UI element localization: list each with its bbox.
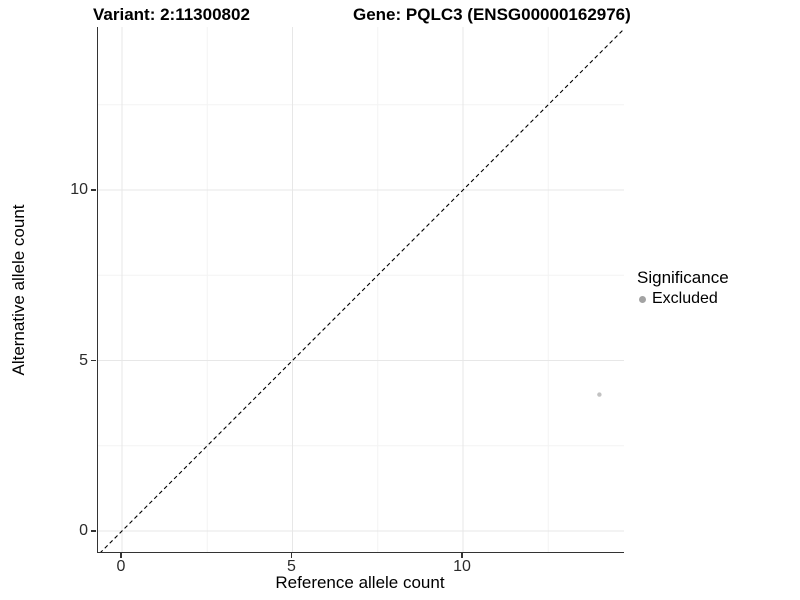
legend-title: Significance bbox=[637, 268, 729, 287]
y-tick-label: 5 bbox=[79, 351, 88, 369]
y-tick-mark bbox=[91, 359, 96, 362]
legend-item: Excluded bbox=[637, 290, 729, 308]
identity-dashed-line bbox=[100, 28, 624, 552]
y-tick-mark bbox=[91, 189, 96, 191]
y-tick-label: 0 bbox=[79, 522, 88, 539]
gene-title: Gene: PQLC3 (ENSG00000162976) bbox=[353, 5, 631, 24]
plot-panel bbox=[97, 27, 624, 553]
legend-items: Excluded bbox=[637, 290, 729, 308]
x-tick-label: 0 bbox=[116, 558, 126, 575]
plot-canvas bbox=[98, 27, 624, 552]
x-tick-label: 5 bbox=[287, 558, 296, 575]
data-point bbox=[597, 392, 602, 397]
legend: Significance Excluded bbox=[637, 268, 729, 308]
legend-marker-dot bbox=[639, 295, 646, 303]
y-axis-title: Alternative allele count bbox=[9, 204, 28, 376]
y-tick-label: 10 bbox=[70, 181, 88, 198]
x-tick-mark bbox=[461, 553, 463, 558]
y-tick-mark bbox=[91, 530, 96, 532]
x-tick-mark bbox=[290, 553, 293, 558]
x-tick-label: 10 bbox=[453, 558, 471, 575]
x-tick-mark bbox=[120, 553, 122, 558]
variant-title: Variant: 2:11300802 bbox=[93, 5, 250, 24]
x-axis-title: Reference allele count bbox=[275, 573, 445, 592]
legend-item-label: Excluded bbox=[652, 290, 718, 307]
